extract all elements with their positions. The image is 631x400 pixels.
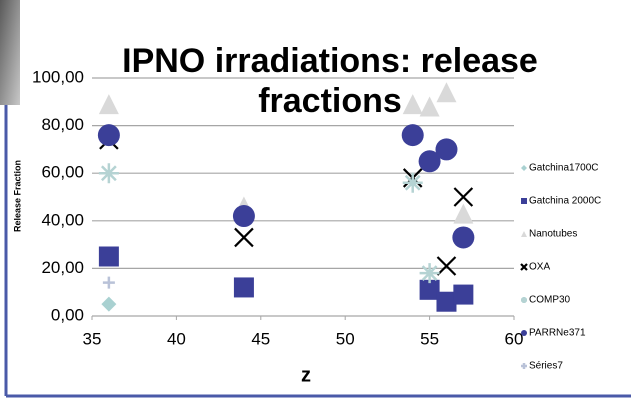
legend-label: Gatchina1700C: [529, 163, 599, 174]
legend-label: Nanotubes: [529, 229, 577, 240]
legend-label: Séries7: [529, 361, 563, 372]
plot: 0,00 20,00 40,00 60,00 80,00 100,00 35 40 45 50 55…: [32, 67, 601, 371]
legend: Gatchina1700C Gatchina 2000C Nanotubes OXA C…: [520, 163, 601, 372]
marker: [521, 231, 527, 237]
chart-title: IPNO irradiations: release fractions: [122, 42, 538, 120]
marker: [402, 94, 423, 115]
marker: [234, 227, 254, 248]
marker: [521, 165, 527, 171]
marker: [453, 284, 474, 305]
y-tick-label: 80,00: [41, 115, 84, 134]
marker: [97, 124, 120, 147]
x-tick-label: 40: [167, 329, 186, 348]
marker: [98, 94, 119, 115]
x-tick-label: 45: [251, 329, 270, 348]
x-tick-label: 60: [505, 329, 524, 348]
y-tick-label: 40,00: [41, 210, 84, 229]
series: [98, 246, 474, 312]
marker: [418, 150, 441, 173]
marker: [419, 96, 440, 117]
legend-label: OXA: [529, 262, 550, 273]
marker: [453, 203, 474, 224]
marker: [520, 263, 528, 271]
y-tick-label: 20,00: [41, 258, 84, 277]
x-tick-label: 50: [336, 329, 355, 348]
y-tick-label: 100,00: [32, 67, 84, 86]
marker: [101, 296, 117, 312]
legend-label: PARRNe371: [529, 328, 586, 339]
series: [102, 276, 115, 289]
photo-strip: [0, 0, 20, 105]
y-axis-label: Release Fraction: [12, 160, 22, 232]
marker: [419, 263, 440, 284]
marker: [98, 163, 119, 184]
legend-label: COMP30: [529, 295, 571, 306]
marker: [401, 124, 424, 147]
x-axis-label: z: [301, 364, 311, 386]
marker: [232, 205, 255, 228]
marker: [435, 138, 458, 161]
x-tick-label: 55: [420, 329, 439, 348]
marker: [521, 198, 527, 204]
marker: [102, 276, 115, 289]
marker: [402, 172, 423, 193]
series: [99, 130, 474, 276]
y-tick-label: 60,00: [41, 163, 84, 182]
series: [101, 296, 117, 312]
marker: [233, 277, 254, 298]
series: [97, 124, 475, 249]
marker: [436, 82, 457, 103]
marker: [98, 246, 119, 267]
marker: [436, 256, 457, 276]
y-tick-label: 0,00: [51, 305, 84, 324]
x-tick-label: 35: [83, 329, 102, 348]
marker: [521, 297, 527, 303]
series: [98, 163, 440, 284]
marker: [419, 279, 440, 300]
marker: [452, 226, 475, 249]
marker: [521, 330, 527, 336]
marker: [436, 291, 457, 312]
legend-label: Gatchina 2000C: [529, 196, 601, 207]
marker: [521, 363, 527, 369]
marker: [453, 187, 474, 207]
